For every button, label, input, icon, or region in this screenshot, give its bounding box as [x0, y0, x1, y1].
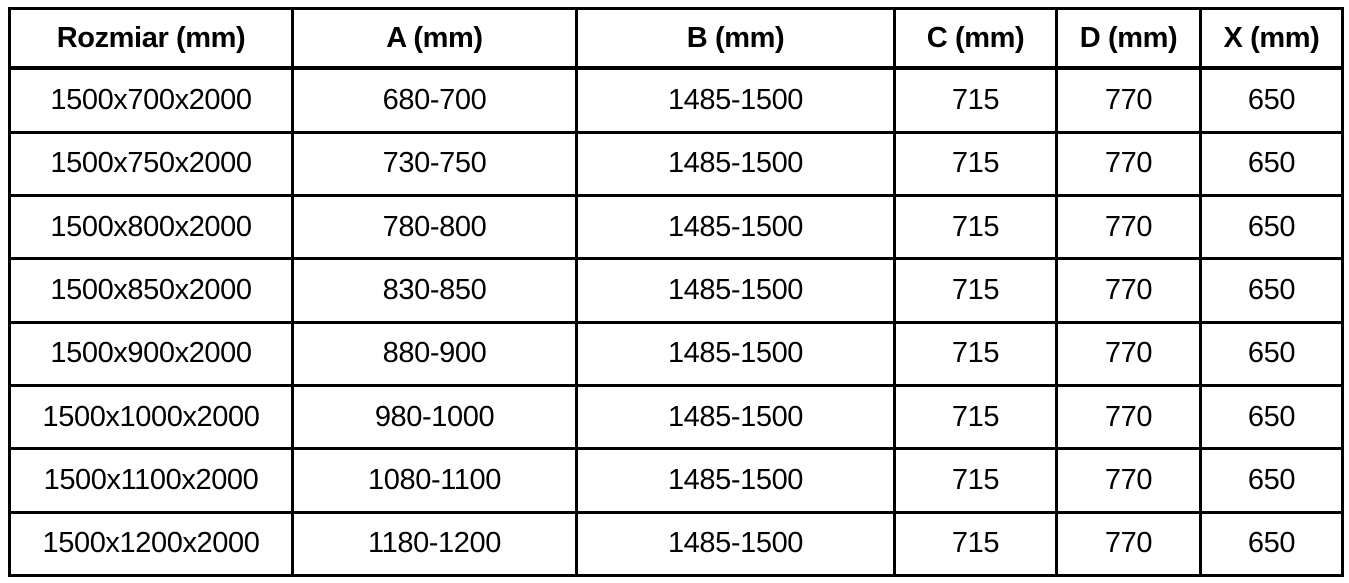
- table-cell: 1080-1100: [291, 447, 578, 514]
- table-cell: 1500x800x2000: [8, 194, 294, 261]
- table-body: 1500x700x2000 680-700 1485-1500 715 770 650 15…: [8, 66, 1344, 578]
- table-cell: 880-900: [291, 320, 578, 387]
- size-spec-table: Rozmiar (mm) A (mm) B (mm) C (mm) D (mm)…: [8, 7, 1344, 578]
- table-cell: 715: [893, 66, 1058, 134]
- table-cell: 1485-1500: [575, 257, 896, 324]
- table-cell: 770: [1055, 510, 1202, 578]
- table-cell: 1485-1500: [575, 320, 896, 387]
- table-cell: 715: [893, 194, 1058, 261]
- table-cell: 830-850: [291, 257, 578, 324]
- table-cell: 1485-1500: [575, 194, 896, 261]
- table-cell: 770: [1055, 320, 1202, 387]
- table-row: 1500x1000x2000 980-1000 1485-1500 715 770 650: [8, 383, 1344, 451]
- table-cell: 1485-1500: [575, 383, 896, 451]
- column-header-a: A (mm): [291, 7, 578, 70]
- table-row: 1500x800x2000 780-800 1485-1500 715 770 650: [8, 194, 1344, 261]
- table-cell: 770: [1055, 194, 1202, 261]
- table-cell: 715: [893, 130, 1058, 198]
- table-cell: 715: [893, 320, 1058, 387]
- table-cell: 1500x1200x2000: [8, 510, 294, 578]
- table-header: Rozmiar (mm) A (mm) B (mm) C (mm) D (mm)…: [8, 7, 1344, 70]
- column-header-c: C (mm): [893, 7, 1058, 70]
- table-cell: 770: [1055, 257, 1202, 324]
- header-row: Rozmiar (mm) A (mm) B (mm) C (mm) D (mm)…: [8, 7, 1344, 70]
- table-cell: 1485-1500: [575, 130, 896, 198]
- table-cell: 650: [1199, 510, 1344, 578]
- column-header-rozmiar: Rozmiar (mm): [8, 7, 294, 70]
- table-cell: 1500x1100x2000: [8, 447, 294, 514]
- column-header-x: X (mm): [1199, 7, 1344, 70]
- column-header-b: B (mm): [575, 7, 896, 70]
- table-cell: 1500x850x2000: [8, 257, 294, 324]
- table-cell: 980-1000: [291, 383, 578, 451]
- table-cell: 715: [893, 257, 1058, 324]
- table-cell: 650: [1199, 194, 1344, 261]
- table-cell: 1500x750x2000: [8, 130, 294, 198]
- table-row: 1500x1100x2000 1080-1100 1485-1500 715 770 65…: [8, 447, 1344, 514]
- table-cell: 715: [893, 447, 1058, 514]
- table-cell: 650: [1199, 383, 1344, 451]
- table-cell: 770: [1055, 383, 1202, 451]
- table-cell: 1500x700x2000: [8, 66, 294, 134]
- table-cell: 1500x900x2000: [8, 320, 294, 387]
- table-cell: 730-750: [291, 130, 578, 198]
- table-cell: 770: [1055, 66, 1202, 134]
- table-cell: 650: [1199, 447, 1344, 514]
- table-cell: 650: [1199, 66, 1344, 134]
- table-cell: 715: [893, 383, 1058, 451]
- table-cell: 650: [1199, 130, 1344, 198]
- table-cell: 1500x1000x2000: [8, 383, 294, 451]
- table-cell: 780-800: [291, 194, 578, 261]
- table-row: 1500x700x2000 680-700 1485-1500 715 770 650: [8, 66, 1344, 134]
- table-row: 1500x900x2000 880-900 1485-1500 715 770 650: [8, 320, 1344, 387]
- table-row: 1500x850x2000 830-850 1485-1500 715 770 650: [8, 257, 1344, 324]
- table-cell: 715: [893, 510, 1058, 578]
- table-cell: 770: [1055, 130, 1202, 198]
- table-cell: 650: [1199, 257, 1344, 324]
- table-row: 1500x750x2000 730-750 1485-1500 715 770 650: [8, 130, 1344, 198]
- table-cell: 1180-1200: [291, 510, 578, 578]
- column-header-d: D (mm): [1055, 7, 1202, 70]
- table-cell: 1485-1500: [575, 447, 896, 514]
- table-row: 1500x1200x2000 1180-1200 1485-1500 715 770 65…: [8, 510, 1344, 578]
- table-cell: 650: [1199, 320, 1344, 387]
- table-cell: 680-700: [291, 66, 578, 134]
- table-cell: 770: [1055, 447, 1202, 514]
- table-cell: 1485-1500: [575, 510, 896, 578]
- table-cell: 1485-1500: [575, 66, 896, 134]
